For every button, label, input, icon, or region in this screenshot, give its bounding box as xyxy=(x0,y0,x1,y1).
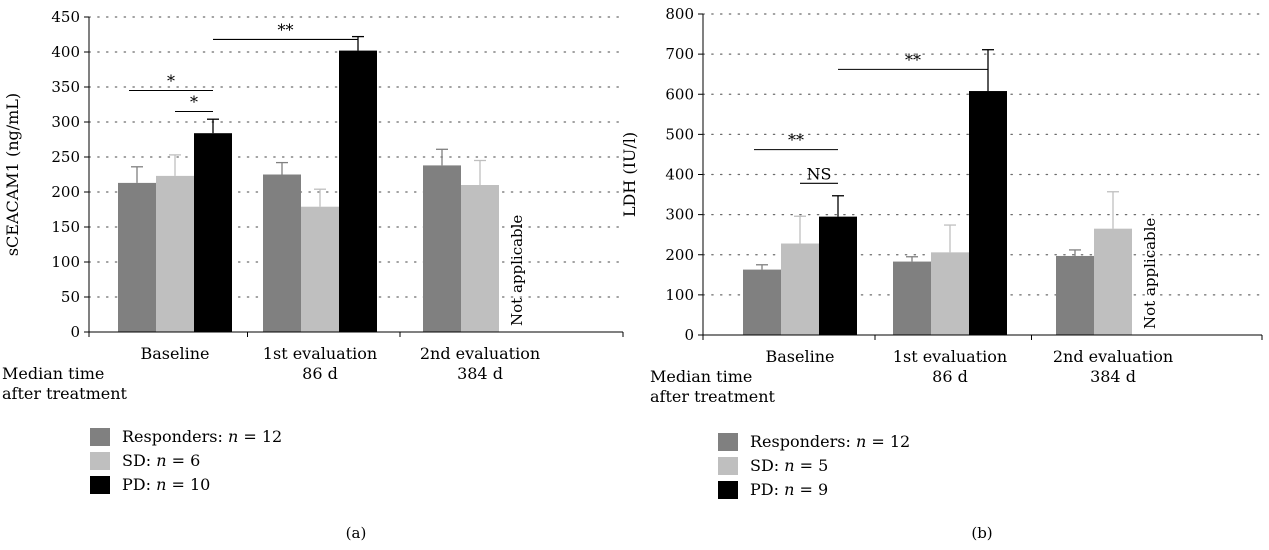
category-label: Baseline xyxy=(141,344,210,363)
y-tick-label: 400 xyxy=(51,43,80,61)
category-label: 1st evaluation xyxy=(263,344,377,363)
y-tick-label: 50 xyxy=(61,288,80,306)
y-tick-label: 100 xyxy=(51,253,80,271)
bar xyxy=(461,185,499,332)
legend-n: n xyxy=(856,432,866,451)
bar xyxy=(118,182,156,332)
legend-n: n xyxy=(784,456,794,475)
legend-n: n xyxy=(156,451,166,470)
significance-label: * xyxy=(190,93,198,112)
legend-value: = 5 xyxy=(795,456,829,475)
panel-label: (a) xyxy=(346,524,367,542)
bar xyxy=(339,50,377,332)
legend-value: = 12 xyxy=(238,427,282,446)
legend-n: n xyxy=(784,480,794,499)
chart-panel-a: Not applicable 0 50 100 150 200 250 300 350 400 45… xyxy=(2,8,624,542)
bar xyxy=(263,174,301,332)
median-time-label: Median time xyxy=(650,367,752,386)
y-tick-label: 0 xyxy=(70,323,80,341)
y-tick-label: 450 xyxy=(51,8,80,26)
significance-label: ** xyxy=(905,50,921,69)
legend-swatch xyxy=(90,452,110,470)
not-applicable-label: Not applicable xyxy=(508,215,526,326)
significance-label: * xyxy=(167,72,175,91)
bar xyxy=(931,252,969,335)
legend-swatch xyxy=(718,457,738,475)
y-tick-label: 200 xyxy=(665,246,694,264)
y-tick-label: 300 xyxy=(665,206,694,224)
category-label: Baseline xyxy=(766,347,835,366)
legend-value: = 12 xyxy=(866,432,910,451)
legend-prefix: PD: xyxy=(750,480,784,499)
legend-label: Responders: n = 12 xyxy=(750,432,910,451)
y-tick-label: 700 xyxy=(665,45,694,63)
legend-label: SD: n = 5 xyxy=(750,456,828,475)
y-tick-label: 300 xyxy=(51,113,80,131)
y-axis-label: sCEACAM1 (ng/mL) xyxy=(3,93,22,256)
category-sublabel: 384 d xyxy=(457,364,503,383)
legend-prefix: Responders: xyxy=(750,432,856,451)
bar xyxy=(819,216,857,335)
panel-label: (b) xyxy=(971,524,992,542)
legend-n: n xyxy=(156,475,166,494)
y-tick-label: 250 xyxy=(51,148,80,166)
median-time-label: Median time xyxy=(2,364,104,383)
y-tick-label: 150 xyxy=(51,218,80,236)
bar xyxy=(423,165,461,332)
bar xyxy=(156,175,194,332)
y-tick-label: 800 xyxy=(665,5,694,23)
significance-label: ** xyxy=(278,20,294,39)
after-treatment-label: after treatment xyxy=(650,387,776,406)
y-tick-label: 500 xyxy=(665,125,694,143)
category-label: 2nd evaluation xyxy=(420,344,540,363)
bar xyxy=(301,206,339,332)
legend-swatch xyxy=(90,428,110,446)
category-label: 1st evaluation xyxy=(893,347,1007,366)
legend-prefix: PD: xyxy=(122,475,156,494)
legend-swatch xyxy=(718,481,738,499)
bar xyxy=(781,243,819,335)
legend-label: PD: n = 10 xyxy=(122,475,210,494)
bar xyxy=(194,133,232,332)
legend-label: SD: n = 6 xyxy=(122,451,200,470)
y-tick-label: 600 xyxy=(665,85,694,103)
legend-value: = 10 xyxy=(166,475,210,494)
legend-prefix: SD: xyxy=(122,451,156,470)
category-label: 2nd evaluation xyxy=(1053,347,1173,366)
legend-label: PD: n = 9 xyxy=(750,480,828,499)
after-treatment-label: after treatment xyxy=(2,384,128,403)
legend-value: = 6 xyxy=(167,451,201,470)
significance-label: NS xyxy=(807,164,832,183)
category-sublabel: 86 d xyxy=(302,364,338,383)
y-tick-label: 0 xyxy=(684,326,694,344)
bar xyxy=(1094,228,1132,335)
legend-value: = 9 xyxy=(794,480,828,499)
y-tick-label: 400 xyxy=(665,166,694,184)
category-sublabel: 86 d xyxy=(932,367,968,386)
legend-swatch xyxy=(90,476,110,494)
chart-panel-b: Not applicable 0 100 200 300 400 500 600 700 800 B… xyxy=(620,5,1263,542)
legend-prefix: Responders: xyxy=(122,427,228,446)
y-tick-label: 350 xyxy=(51,78,80,96)
y-axis-label: LDH (IU/l) xyxy=(620,132,639,217)
legend-label: Responders: n = 12 xyxy=(122,427,282,446)
category-sublabel: 384 d xyxy=(1090,367,1136,386)
bar xyxy=(1056,255,1094,335)
significance-label: ** xyxy=(788,131,804,150)
bar xyxy=(893,261,931,335)
bar xyxy=(969,91,1007,335)
not-applicable-label: Not applicable xyxy=(1141,218,1159,329)
y-tick-label: 100 xyxy=(665,286,694,304)
y-tick-label: 200 xyxy=(51,183,80,201)
legend-prefix: SD: xyxy=(750,456,784,475)
bar xyxy=(743,269,781,335)
legend-n: n xyxy=(228,427,238,446)
legend-swatch xyxy=(718,433,738,451)
